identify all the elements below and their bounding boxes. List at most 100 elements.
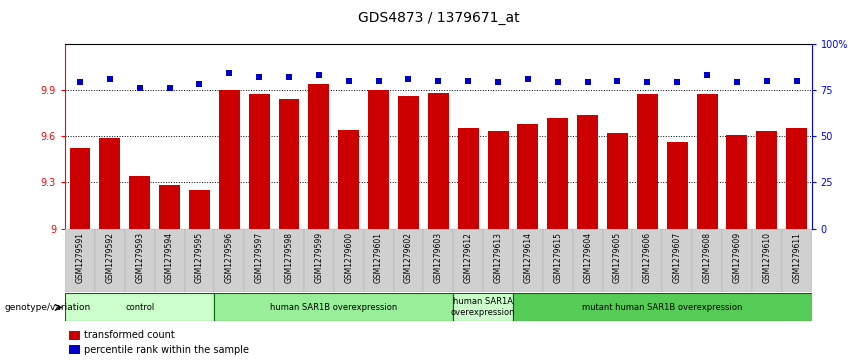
Point xyxy=(222,70,236,76)
Text: mutant human SAR1B overexpression: mutant human SAR1B overexpression xyxy=(582,303,742,311)
Text: GSM1279600: GSM1279600 xyxy=(345,232,353,283)
Text: transformed count: transformed count xyxy=(84,330,174,340)
Bar xyxy=(513,293,812,321)
Text: genotype/variation: genotype/variation xyxy=(4,303,90,312)
Bar xyxy=(214,293,453,321)
Text: GSM1279614: GSM1279614 xyxy=(523,232,532,283)
Bar xyxy=(364,229,393,292)
Bar xyxy=(398,96,419,229)
Bar xyxy=(339,130,359,229)
Bar xyxy=(602,229,633,292)
Text: percentile rank within the sample: percentile rank within the sample xyxy=(84,344,249,355)
Point xyxy=(491,79,505,85)
Text: GSM1279593: GSM1279593 xyxy=(135,232,144,283)
Point xyxy=(730,79,744,85)
Text: human SAR1A
overexpression: human SAR1A overexpression xyxy=(450,297,516,317)
Point xyxy=(670,79,684,85)
Text: GSM1279613: GSM1279613 xyxy=(494,232,503,283)
Point xyxy=(253,74,266,80)
Point xyxy=(581,79,595,85)
Bar xyxy=(69,345,80,354)
Bar xyxy=(393,229,424,292)
Point xyxy=(431,78,445,83)
Text: GSM1279610: GSM1279610 xyxy=(762,232,772,283)
Bar xyxy=(637,94,658,229)
Bar xyxy=(304,229,334,292)
Bar xyxy=(308,84,329,229)
Bar xyxy=(129,176,150,229)
Bar xyxy=(189,190,210,229)
Bar xyxy=(457,129,478,229)
Text: GSM1279609: GSM1279609 xyxy=(733,232,741,283)
Point xyxy=(521,76,535,82)
Bar xyxy=(722,229,752,292)
Point xyxy=(641,79,654,85)
Bar xyxy=(69,148,90,229)
Bar xyxy=(633,229,662,292)
Bar xyxy=(548,118,569,229)
Bar xyxy=(542,229,573,292)
Bar xyxy=(782,229,812,292)
Point xyxy=(372,78,385,83)
Bar xyxy=(483,229,513,292)
Bar xyxy=(573,229,602,292)
Bar xyxy=(692,229,722,292)
Bar xyxy=(667,142,687,229)
Bar xyxy=(219,90,240,229)
Point xyxy=(790,78,804,83)
Bar xyxy=(95,229,125,292)
Text: GSM1279601: GSM1279601 xyxy=(374,232,383,283)
Bar xyxy=(334,229,364,292)
Bar xyxy=(214,229,244,292)
Bar xyxy=(125,229,155,292)
Text: GSM1279611: GSM1279611 xyxy=(792,232,801,283)
Bar xyxy=(752,229,782,292)
Text: GSM1279615: GSM1279615 xyxy=(553,232,562,283)
Text: GSM1279595: GSM1279595 xyxy=(195,232,204,283)
Bar xyxy=(65,293,214,321)
Text: GSM1279596: GSM1279596 xyxy=(225,232,233,283)
Point xyxy=(312,72,326,78)
Text: GSM1279604: GSM1279604 xyxy=(583,232,592,283)
Text: GSM1279606: GSM1279606 xyxy=(643,232,652,283)
Point xyxy=(73,79,87,85)
Point xyxy=(700,72,714,78)
Bar xyxy=(786,129,807,229)
Bar xyxy=(453,229,483,292)
Text: GSM1279591: GSM1279591 xyxy=(76,232,84,283)
Text: GSM1279607: GSM1279607 xyxy=(673,232,681,283)
Bar xyxy=(274,229,304,292)
Text: GSM1279599: GSM1279599 xyxy=(314,232,324,283)
Bar xyxy=(662,229,692,292)
Bar xyxy=(249,94,270,229)
Point xyxy=(610,78,624,83)
Text: GSM1279602: GSM1279602 xyxy=(404,232,413,283)
Bar xyxy=(65,229,95,292)
Bar xyxy=(428,93,449,229)
Bar xyxy=(100,138,121,229)
Point xyxy=(282,74,296,80)
Text: GDS4873 / 1379671_at: GDS4873 / 1379671_at xyxy=(358,11,519,25)
Bar xyxy=(488,131,509,229)
Text: GSM1279592: GSM1279592 xyxy=(105,232,115,283)
Bar xyxy=(577,114,598,229)
Text: human SAR1B overexpression: human SAR1B overexpression xyxy=(270,303,398,311)
Text: control: control xyxy=(125,303,155,311)
Text: GSM1279594: GSM1279594 xyxy=(165,232,174,283)
Bar xyxy=(159,185,180,229)
Bar xyxy=(517,124,538,229)
Bar xyxy=(513,229,542,292)
Bar xyxy=(727,135,747,229)
Point xyxy=(133,85,147,91)
Text: GSM1279597: GSM1279597 xyxy=(254,232,264,283)
Point xyxy=(342,78,356,83)
Point xyxy=(760,78,773,83)
Point xyxy=(162,85,176,91)
Text: GSM1279612: GSM1279612 xyxy=(464,232,473,283)
Point xyxy=(461,78,475,83)
Text: GSM1279603: GSM1279603 xyxy=(434,232,443,283)
Bar xyxy=(244,229,274,292)
Point xyxy=(402,76,416,82)
Bar xyxy=(697,94,718,229)
Bar xyxy=(453,293,513,321)
